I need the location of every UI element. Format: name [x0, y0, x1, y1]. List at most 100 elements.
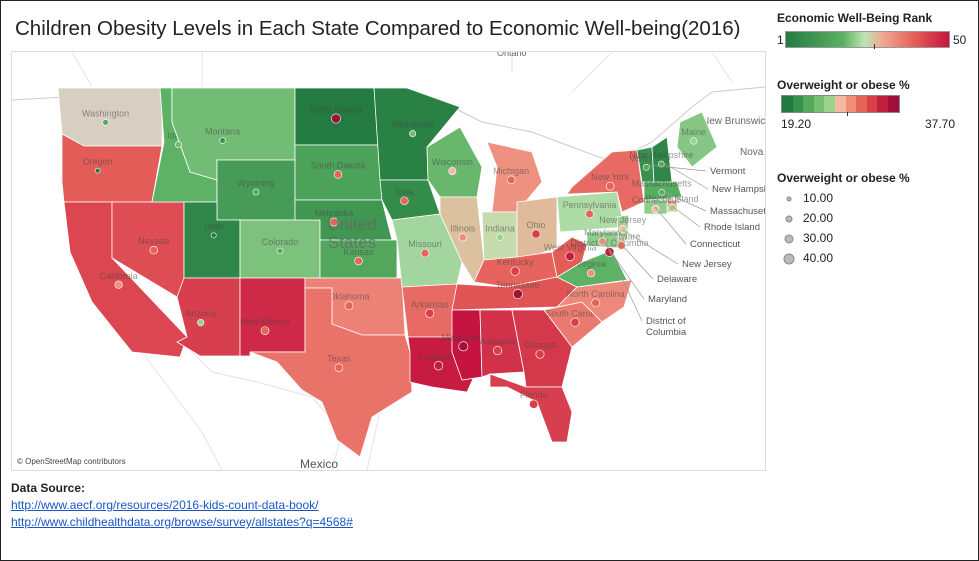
callout-label: Massachusetts: [710, 206, 765, 217]
dot-layer: [94, 113, 698, 409]
obesity-dot[interactable]: [433, 360, 444, 371]
obesity-dot[interactable]: [689, 137, 698, 145]
state-layer: WashingtonOregonCaliforniaNevadaIdahoMon…: [57, 87, 718, 458]
state-label: Arkansas: [411, 299, 449, 309]
obesity-dot[interactable]: [149, 245, 159, 255]
obesity-dot[interactable]: [651, 205, 660, 213]
obesity-dot[interactable]: [331, 113, 341, 124]
obesity-dot[interactable]: [565, 251, 575, 262]
obesity-dot[interactable]: [448, 167, 457, 176]
state-alabama[interactable]: [479, 309, 525, 378]
obesity-dot[interactable]: [598, 237, 607, 246]
state-label: Nebraska: [315, 208, 354, 218]
obesity-dot[interactable]: [114, 280, 123, 289]
obesity-dot[interactable]: [409, 130, 417, 138]
overweight-color-steps[interactable]: [781, 95, 900, 113]
state-label: Indiana: [485, 223, 515, 233]
obesity-dot[interactable]: [586, 269, 596, 278]
obesity-dot[interactable]: [496, 233, 504, 241]
callout-label: Delaware: [657, 274, 697, 285]
callout-leader: [622, 229, 679, 265]
state-label: Oregon: [83, 157, 113, 167]
obesity-dot[interactable]: [512, 289, 523, 299]
source-link-aecf[interactable]: http://www.aecf.org/resources/2016-kids-…: [11, 498, 319, 512]
obesity-dot[interactable]: [585, 209, 594, 219]
state-label: Texas: [327, 354, 351, 364]
callout-label: Connecticut: [690, 239, 741, 250]
map-credit[interactable]: © OpenStreetMap contributors: [17, 457, 126, 466]
state-label: Delaware: [602, 232, 640, 242]
state-label: Vermont: [629, 153, 663, 163]
obesity-dot[interactable]: [210, 232, 217, 239]
state-label: South Carolina: [545, 308, 605, 318]
rank-legend-title: Economic Well-Being Rank: [777, 11, 933, 25]
obesity-dot[interactable]: [425, 308, 435, 318]
obesity-dot[interactable]: [354, 256, 363, 266]
obesity-dot[interactable]: [260, 326, 270, 336]
obesity-dot[interactable]: [605, 181, 615, 191]
state-label: Arizona: [185, 309, 216, 319]
obesity-dot[interactable]: [506, 175, 516, 185]
obesity-dot[interactable]: [658, 188, 666, 196]
obesity-dot[interactable]: [400, 196, 409, 206]
obesity-dot[interactable]: [197, 318, 205, 327]
state-ohio[interactable]: [516, 196, 558, 258]
obesity-dot[interactable]: [642, 163, 650, 171]
overweight-color-step: [803, 96, 814, 112]
callout-leader: [601, 238, 645, 300]
obesity-dot[interactable]: [329, 217, 339, 227]
rank-color-ramp[interactable]: [785, 31, 950, 49]
obesity-dot[interactable]: [420, 248, 430, 258]
obesity-dot[interactable]: [458, 341, 469, 352]
state-label: North Carolina: [567, 289, 625, 299]
rank-ramp-marker: [874, 44, 875, 49]
source-link-childhealth[interactable]: http://www.childhealthdata.org/browse/su…: [11, 515, 353, 529]
obesity-dot[interactable]: [529, 399, 539, 409]
state-new-york[interactable]: [566, 149, 645, 213]
obesity-dot[interactable]: [510, 266, 520, 276]
state-label: Mississippi: [442, 332, 486, 342]
obesity-dot[interactable]: [174, 141, 182, 149]
obesity-dot[interactable]: [102, 119, 109, 126]
state-label: Colorado: [262, 237, 299, 247]
state-label: North Dakota: [309, 105, 362, 115]
obesity-dot[interactable]: [617, 241, 626, 250]
state-florida[interactable]: [489, 373, 573, 443]
callout-layer: Vermont New Hampshire Massachusetts Rhode I…: [601, 161, 765, 338]
obesity-dot[interactable]: [458, 233, 467, 242]
obesity-dot[interactable]: [252, 188, 260, 196]
map-view[interactable]: Ontario New Brunswick Nova Scotia Washingt…: [11, 51, 766, 471]
overweight-legend-title: Overweight or obese %: [777, 78, 910, 92]
obesity-dot[interactable]: [668, 204, 676, 212]
obesity-dot[interactable]: [333, 170, 343, 179]
state-label: Washington: [82, 108, 129, 118]
obesity-dot[interactable]: [276, 247, 284, 255]
obesity-dot[interactable]: [570, 317, 580, 327]
overweight-color-step: [866, 96, 878, 112]
country-label-usa: United: [327, 215, 376, 234]
obesity-dot[interactable]: [535, 349, 545, 359]
obesity-dot[interactable]: [344, 301, 354, 311]
state-label: Virginia: [576, 259, 606, 269]
obesity-dot[interactable]: [591, 298, 601, 308]
country-label-mexico: Mexico: [300, 457, 339, 471]
state-label: Michigan: [493, 166, 529, 176]
obesity-dot[interactable]: [531, 229, 541, 239]
state-texas[interactable]: [249, 287, 413, 458]
us-state-map[interactable]: Ontario New Brunswick Nova Scotia Washingt…: [12, 52, 765, 470]
obesity-dot[interactable]: [493, 346, 503, 356]
obesity-dot[interactable]: [219, 137, 226, 144]
obesity-dot[interactable]: [94, 167, 101, 174]
state-label: Wisconsin: [432, 157, 473, 167]
obesity-dot[interactable]: [334, 363, 344, 372]
rank-legend-min: 1: [777, 33, 784, 47]
neighbor-label-ns: Nova Scotia: [740, 147, 765, 158]
state-label: Kentucky: [497, 257, 535, 267]
state-label: Nevada: [138, 236, 169, 246]
callout-leader: [671, 205, 701, 228]
obesity-dot[interactable]: [604, 247, 615, 257]
overweight-color-step: [877, 96, 888, 112]
size-legend-title: Overweight or obese %: [777, 171, 910, 185]
state-maine[interactable]: [676, 111, 718, 168]
